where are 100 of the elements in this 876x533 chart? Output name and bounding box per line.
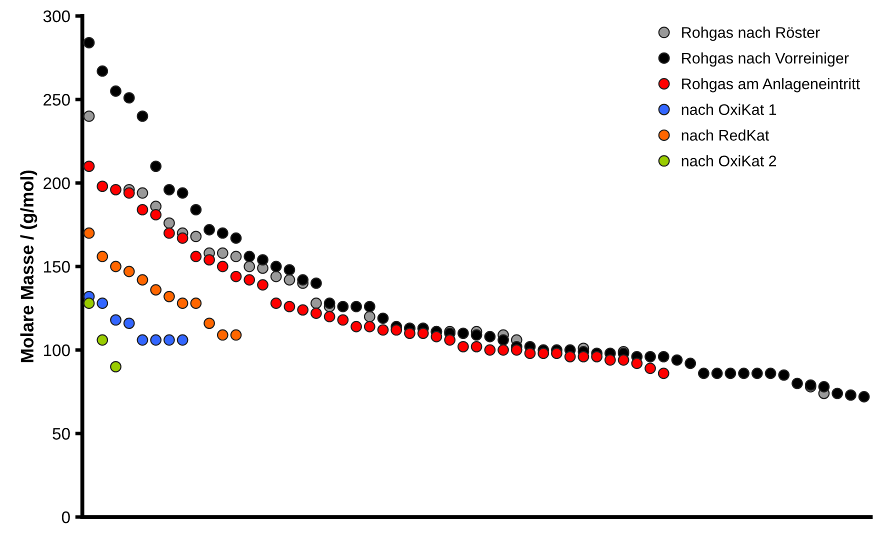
legend-label: Rohgas am Anlageneintritt [682, 78, 860, 92]
point [110, 314, 122, 326]
point [83, 37, 95, 48]
point [792, 378, 803, 390]
point [844, 389, 856, 401]
point [204, 254, 215, 266]
point [110, 85, 122, 97]
point [444, 334, 456, 346]
y-axis-title: Molare Masse / (g/mol) [20, 170, 38, 362]
y-tick-label: 50 [52, 428, 70, 440]
point [123, 266, 135, 278]
point [176, 187, 188, 199]
point [257, 254, 268, 266]
point [136, 187, 148, 199]
point [123, 187, 135, 199]
point [123, 92, 135, 104]
point [377, 324, 389, 336]
point [578, 350, 590, 362]
point [337, 314, 349, 326]
point [176, 298, 188, 309]
point [136, 274, 148, 286]
point [204, 224, 215, 236]
point [96, 250, 108, 262]
point [230, 329, 242, 341]
point [564, 350, 576, 362]
point [764, 368, 776, 380]
point [350, 300, 362, 312]
point [310, 298, 322, 309]
point [457, 340, 469, 352]
point [83, 160, 95, 172]
legend-label: nach RedKat [682, 129, 770, 141]
point [390, 324, 402, 336]
point [457, 328, 469, 340]
point [204, 318, 215, 329]
point [230, 250, 242, 262]
point [83, 227, 95, 239]
point [364, 310, 376, 322]
point [96, 180, 108, 192]
point [858, 391, 870, 402]
point [404, 328, 416, 340]
y-tick-label: 100 [44, 344, 70, 356]
point [270, 270, 282, 282]
point [364, 320, 376, 332]
point [738, 368, 750, 380]
legend-label: Rohgas nach Röster [682, 26, 820, 41]
point [324, 310, 336, 322]
point [96, 334, 108, 346]
point [538, 348, 550, 360]
point [270, 298, 282, 309]
point [684, 358, 696, 370]
legend-label: nach OxiKat 1 [682, 104, 776, 116]
point [751, 368, 763, 380]
y-tick-label: 150 [44, 260, 70, 273]
point [150, 334, 162, 346]
point [96, 298, 108, 309]
y-tick-label: 0 [62, 511, 70, 524]
point [176, 334, 188, 346]
point [230, 270, 242, 282]
point [818, 381, 830, 392]
point [484, 330, 496, 342]
point [832, 388, 844, 400]
legend-label: nach OxiKat 2 [682, 155, 776, 166]
point [618, 354, 630, 366]
point [216, 260, 228, 272]
point [337, 300, 349, 312]
point [163, 217, 175, 229]
point [244, 250, 256, 262]
point [510, 344, 522, 356]
point [83, 298, 95, 309]
point [110, 361, 122, 372]
point [150, 160, 162, 172]
point [297, 274, 309, 286]
point [551, 348, 562, 360]
point [297, 304, 309, 316]
point [150, 209, 162, 220]
point [350, 320, 362, 332]
point [110, 184, 122, 196]
point [430, 330, 442, 342]
point [498, 344, 509, 356]
point [216, 329, 228, 341]
point [604, 354, 616, 366]
point [658, 350, 670, 362]
point [698, 368, 710, 380]
point [163, 227, 175, 239]
point [190, 230, 202, 242]
point [310, 308, 322, 319]
point [150, 284, 162, 296]
point [658, 368, 670, 380]
point [364, 300, 376, 312]
point [591, 350, 603, 362]
y-tick-label: 250 [44, 94, 70, 106]
point [96, 65, 108, 77]
point [324, 298, 336, 309]
point [216, 227, 228, 239]
point [484, 344, 496, 356]
point [190, 250, 202, 262]
point [724, 368, 736, 380]
point [284, 300, 296, 312]
point [216, 247, 228, 259]
point [524, 348, 536, 360]
